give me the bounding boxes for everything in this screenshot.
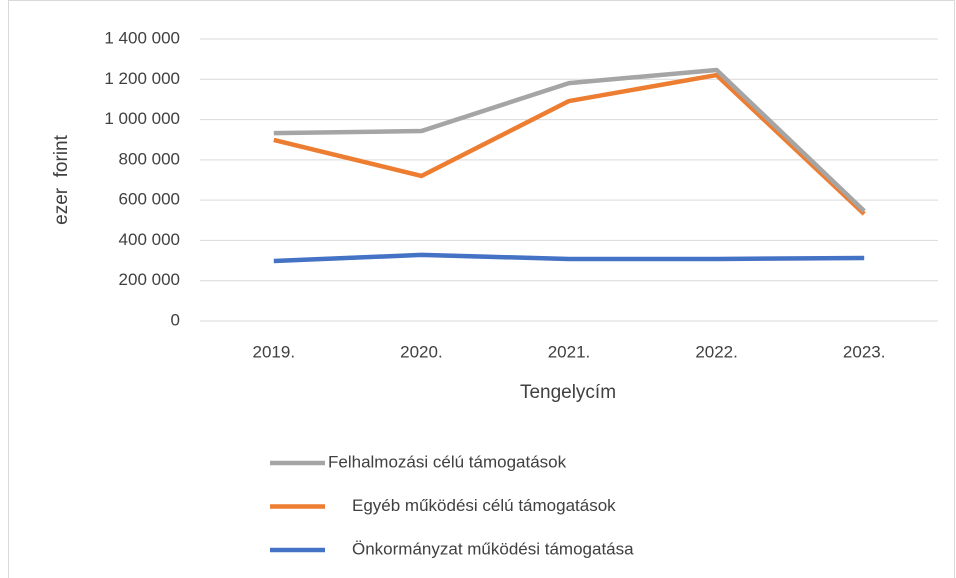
y-tick-label: 1 400 000 [104, 28, 180, 47]
series-line [273, 67, 866, 213]
y-tick-label: 0 [171, 310, 180, 329]
x-axis-title: Tengelycím [520, 382, 616, 403]
legend-label: Felhalmozási célú támogatások [328, 452, 567, 471]
x-tick-label: 2019. [253, 342, 296, 361]
series-line [273, 252, 865, 264]
legend-label: Önkormányzat működési támogatása [352, 539, 634, 558]
y-axis-title: ezer forint [51, 134, 72, 224]
y-tick-label: 1 000 000 [104, 109, 180, 128]
y-tick-label: 600 000 [119, 190, 180, 209]
x-tick-label: 2023. [843, 342, 886, 361]
y-tick-label: 400 000 [119, 230, 180, 249]
x-tick-label: 2020. [400, 342, 443, 361]
chart-frame [8, 0, 955, 578]
x-tick-label: 2021. [548, 342, 591, 361]
legend-label: Egyéb működési célú támogatások [352, 496, 616, 515]
y-tick-label: 200 000 [119, 270, 180, 289]
series-line [273, 72, 866, 216]
x-tick-label: 2022. [695, 342, 738, 361]
y-tick-label: 800 000 [119, 149, 180, 168]
y-tick-label: 1 200 000 [104, 69, 180, 88]
